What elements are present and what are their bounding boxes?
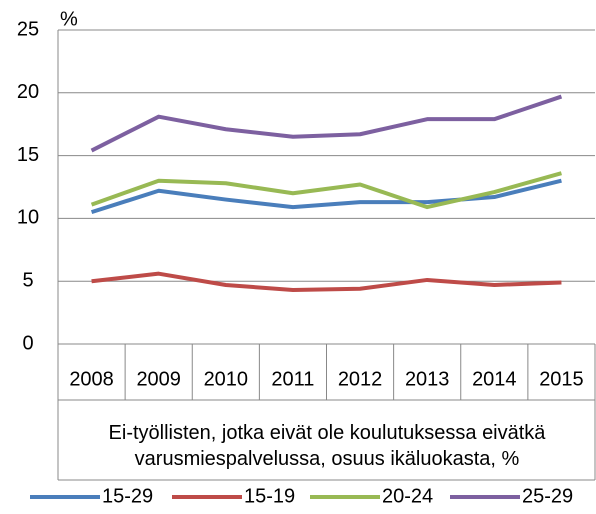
series-line	[90, 171, 562, 210]
y-tick-label: 20	[17, 81, 39, 103]
legend-label: 20-24	[382, 485, 433, 507]
legend-label: 15-29	[102, 485, 153, 507]
legend-label: 15-19	[244, 485, 295, 507]
x-tick-label: 2013	[405, 368, 450, 390]
y-tick-label: 0	[22, 332, 33, 354]
x-tick-label: 2009	[136, 368, 181, 390]
series-line	[91, 271, 562, 292]
y-unit: %	[60, 8, 78, 30]
x-axis-title: Ei-työllisten, jotka eivät ole koulutuks…	[108, 422, 546, 470]
y-tick-label: 5	[22, 269, 33, 291]
y-tick-label: 15	[17, 144, 39, 166]
x-tick-label: 2015	[539, 368, 584, 390]
x-tick-label: 2010	[204, 368, 249, 390]
x-tick-label: 2008	[69, 368, 114, 390]
x-tick-label: 2012	[338, 368, 383, 390]
legend-label: 25-29	[522, 485, 573, 507]
y-tick-label: 25	[17, 18, 39, 40]
series-line	[90, 94, 563, 153]
series-line	[90, 178, 562, 215]
x-tick-label: 2014	[472, 368, 517, 390]
x-tick-label: 2011	[271, 368, 314, 390]
y-tick-label: 10	[17, 207, 39, 229]
